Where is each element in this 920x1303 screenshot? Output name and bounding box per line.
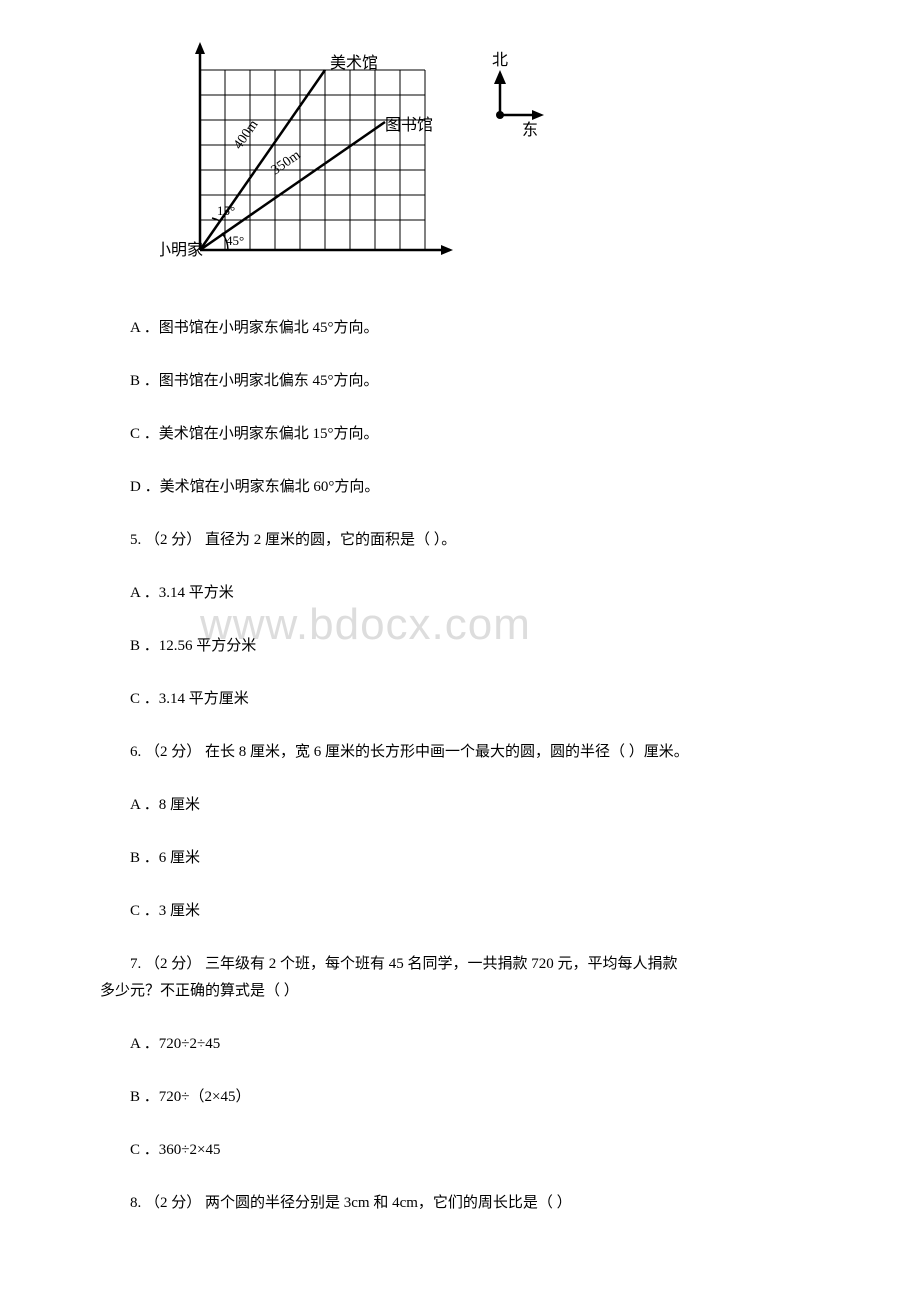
q6-option-b: B ．6 厘米	[100, 845, 820, 872]
q7-option-a: A ．720÷2÷45	[100, 1031, 820, 1058]
diagram-svg: 美术馆 图书馆 小明家 400m 350m 15° 45° 北 东	[160, 40, 560, 280]
library-label: 图书馆	[385, 116, 433, 134]
q6-option-a: A ．8 厘米	[100, 792, 820, 819]
east-label: 东	[522, 121, 538, 139]
dist2-label: 350m	[269, 148, 304, 179]
q7-stem-line2: 多少元？不正确的算式是（ ）	[100, 983, 299, 999]
compass-icon: 北 东	[492, 51, 544, 139]
angle2-label: 45°	[226, 233, 244, 248]
q7-stem: 7. （2 分） 三年级有 2 个班，每个班有 45 名同学，一共捐款 720 …	[100, 951, 820, 1005]
q4-option-a: A ．图书馆在小明家东偏北 45°方向。	[100, 315, 820, 342]
q7-stem-line1: 7. （2 分） 三年级有 2 个班，每个班有 45 名同学，一共捐款 720 …	[130, 956, 678, 972]
q5-stem: 5. （2 分） 直径为 2 厘米的圆，它的面积是（ ）。	[100, 527, 820, 554]
q6-option-c: C ．3 厘米	[100, 898, 820, 925]
north-label: 北	[492, 51, 508, 69]
q8-stem: 8. （2 分） 两个圆的半径分别是 3cm 和 4cm，它们的周长比是（ ）	[100, 1190, 820, 1217]
art-gallery-label: 美术馆	[330, 54, 378, 72]
direction-diagram: 美术馆 图书馆 小明家 400m 350m 15° 45° 北 东	[160, 40, 820, 285]
q5-option-b: B ．12.56 平方分米	[100, 633, 820, 660]
q5-option-a: A ．3.14 平方米	[100, 580, 820, 607]
angle1-label: 15°	[217, 203, 235, 218]
q7-option-c: C ．360÷2×45	[100, 1137, 820, 1164]
q7-option-b: B ．720÷（2×45）	[100, 1084, 820, 1111]
q5-option-c: C ．3.14 平方厘米	[100, 686, 820, 713]
q4-option-d: D ．美术馆在小明家东偏北 60°方向。	[100, 474, 820, 501]
home-label: 小明家	[160, 241, 203, 259]
q4-option-c: C ．美术馆在小明家东偏北 15°方向。	[100, 421, 820, 448]
q6-stem: 6. （2 分） 在长 8 厘米，宽 6 厘米的长方形中画一个最大的圆，圆的半径…	[100, 739, 820, 766]
q4-option-b: B ．图书馆在小明家北偏东 45°方向。	[100, 368, 820, 395]
dist1-label: 400m	[231, 117, 262, 152]
